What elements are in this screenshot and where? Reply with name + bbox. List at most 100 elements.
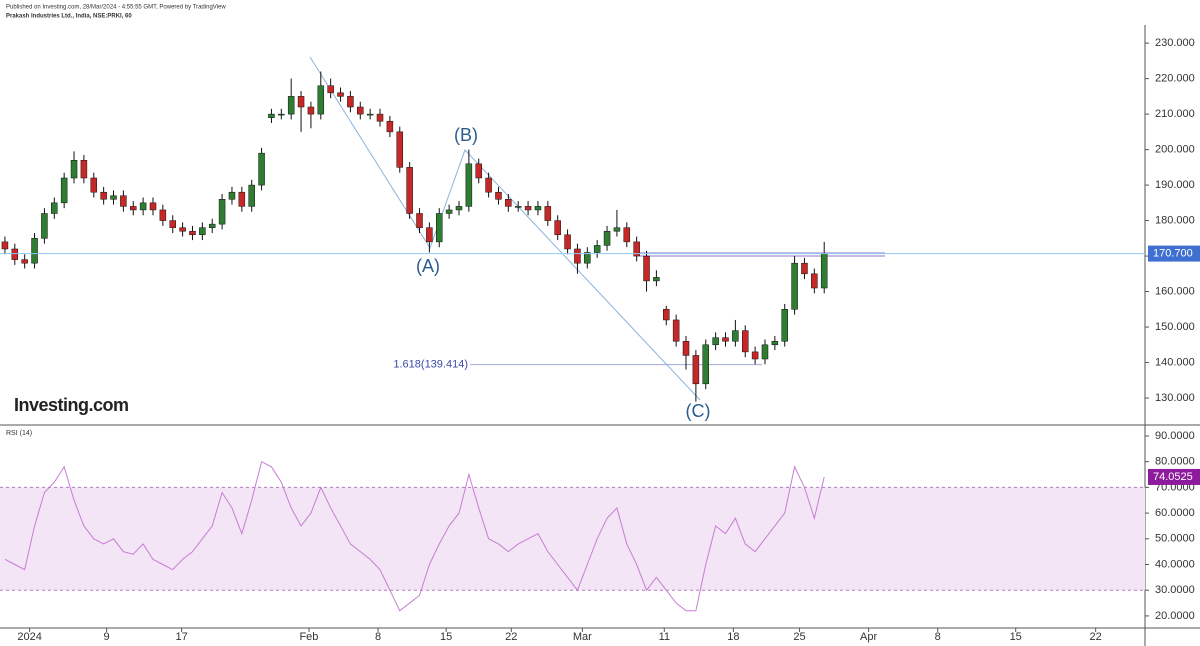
published-note: Published on Investing.com, 28/Mar/2024 … <box>6 5 226 11</box>
candle-body <box>376 113 384 122</box>
candle-body <box>781 309 788 342</box>
candle-body <box>672 319 680 342</box>
wave-line <box>309 56 701 401</box>
y-tick-label: 60.0000 <box>1155 507 1195 519</box>
y-tick-label: 30.0000 <box>1155 584 1195 596</box>
candle-body <box>524 206 532 211</box>
candle-body <box>60 177 68 204</box>
x-tick-label: 17 <box>175 631 187 643</box>
y-tick-label: 190.000 <box>1155 179 1195 191</box>
candle-body <box>248 184 255 207</box>
rsi-last-label: 74.0525 <box>1153 471 1193 483</box>
candle-body <box>593 245 601 253</box>
y-tick-label: 180.000 <box>1155 214 1195 226</box>
y-tick-label: 230.000 <box>1155 37 1195 49</box>
y-tick-label: 220.000 <box>1155 73 1195 85</box>
candle-body <box>41 213 48 239</box>
candle-body <box>159 209 167 221</box>
candle-body <box>603 230 611 246</box>
candle-body <box>21 259 28 264</box>
candle-body <box>386 120 394 133</box>
candle-body <box>268 113 275 118</box>
x-tick-label: 22 <box>505 631 517 643</box>
logo: Investing.com <box>14 395 129 415</box>
candle-body <box>712 337 719 346</box>
candle-body <box>811 273 818 289</box>
candle-body <box>31 238 38 264</box>
x-tick-label: 22 <box>1090 631 1102 643</box>
candle-body <box>801 262 808 275</box>
rsi-line <box>4 460 825 612</box>
candle-body <box>485 177 492 193</box>
candle-body <box>199 227 206 236</box>
candle-body <box>435 213 443 243</box>
candle-body <box>682 340 690 356</box>
x-tick-label: 9 <box>104 631 110 643</box>
candle-body <box>623 227 631 243</box>
candle-body <box>741 330 749 353</box>
candle-body <box>505 199 512 207</box>
y-tick-label: 150.000 <box>1155 321 1195 333</box>
x-tick-label: 15 <box>440 631 452 643</box>
candle-body <box>238 191 246 207</box>
candle-body <box>584 252 591 264</box>
candle-body <box>149 202 157 211</box>
rsi-title: RSI (14) <box>6 430 32 437</box>
candle-body <box>613 227 621 232</box>
candle-body <box>278 113 285 116</box>
candle-body <box>653 277 660 282</box>
candle-body <box>228 191 236 200</box>
x-tick-label: Mar <box>573 631 592 643</box>
candle-body <box>1 241 9 250</box>
candle-body <box>633 241 640 257</box>
candle-body <box>692 355 700 385</box>
x-tick-label: 2024 <box>17 631 41 643</box>
candle-body <box>179 227 186 232</box>
y-tick-label: 200.000 <box>1155 144 1195 156</box>
y-tick-label: 80.0000 <box>1155 456 1195 468</box>
wave-label: (A) <box>416 256 440 276</box>
candle-body <box>70 159 78 179</box>
candle-body <box>771 340 779 346</box>
x-tick-label: Apr <box>860 631 877 643</box>
rsi-band <box>0 487 1145 591</box>
candle-body <box>51 202 58 214</box>
candle-body <box>366 113 374 116</box>
candle-body <box>791 262 798 310</box>
fib-label: 1.618(139.414) <box>393 359 468 371</box>
y-tick-label: 90.0000 <box>1155 430 1195 442</box>
candle-body <box>722 337 729 342</box>
wave-label: (C) <box>686 401 711 421</box>
last-price-label: 170.700 <box>1153 247 1193 259</box>
candle-body <box>357 106 364 115</box>
x-tick-label: 25 <box>793 631 805 643</box>
candle-body <box>307 106 315 115</box>
candle-body <box>426 227 433 243</box>
candle-body <box>564 234 571 250</box>
candle-body <box>495 191 502 200</box>
candle-body <box>347 96 354 108</box>
y-tick-label: 50.0000 <box>1155 533 1195 545</box>
candle-body <box>465 163 473 207</box>
y-tick-label: 130.000 <box>1155 392 1195 404</box>
x-tick-label: Feb <box>299 631 318 643</box>
y-tick-label: 210.000 <box>1155 108 1195 120</box>
y-tick-label: 40.0000 <box>1155 558 1195 570</box>
candle-body <box>258 152 265 186</box>
candle-body <box>732 330 739 342</box>
candle-body <box>120 195 127 207</box>
x-tick-label: 11 <box>659 631 670 643</box>
last-price-badge <box>1148 245 1200 262</box>
wave-label: (B) <box>454 125 478 145</box>
candle-body <box>90 177 98 193</box>
candle-body <box>317 85 325 115</box>
candle-body <box>139 202 147 211</box>
symbol-title: Prakash Industries Ltd., India, NSE:PRKI… <box>6 14 132 20</box>
y-tick-label: 160.000 <box>1155 285 1195 297</box>
candle-body <box>287 96 295 115</box>
candle-body <box>218 199 226 225</box>
candle-body <box>445 209 453 214</box>
candle-body <box>643 255 650 282</box>
candle-body <box>208 223 216 228</box>
candle-body <box>455 206 463 211</box>
